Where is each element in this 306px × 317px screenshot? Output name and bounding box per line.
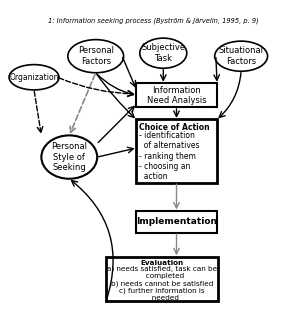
Ellipse shape: [215, 41, 267, 71]
Text: Organization: Organization: [9, 73, 59, 82]
FancyBboxPatch shape: [106, 257, 218, 301]
Ellipse shape: [41, 135, 97, 179]
Text: - identification
  of alternatives
- ranking them
- choosing an
  action: - identification of alternatives - ranki…: [139, 131, 200, 181]
Ellipse shape: [140, 38, 187, 68]
Ellipse shape: [9, 65, 59, 90]
FancyBboxPatch shape: [136, 83, 217, 107]
Text: Subjective
Task: Subjective Task: [141, 43, 185, 63]
FancyBboxPatch shape: [136, 120, 217, 183]
Text: Personal
Factors: Personal Factors: [78, 47, 114, 66]
Text: Choice of Action: Choice of Action: [139, 123, 210, 132]
Text: 1: Information seeking process (Byström & Järvelin, 1995, p. 9): 1: Information seeking process (Byström …: [48, 17, 258, 24]
Text: Evaluation: Evaluation: [140, 260, 183, 266]
Ellipse shape: [68, 40, 124, 73]
Text: a) needs satisfied, task can be
   completed
b) needs cannot be satisfied
c) fur: a) needs satisfied, task can be complete…: [107, 266, 217, 301]
Text: Implementation: Implementation: [136, 217, 217, 226]
Text: Personal
Style of
Seeking: Personal Style of Seeking: [51, 142, 87, 172]
FancyBboxPatch shape: [136, 211, 217, 233]
Text: Situational
Factors: Situational Factors: [218, 47, 264, 66]
Text: Information
Need Analysis: Information Need Analysis: [147, 86, 206, 105]
